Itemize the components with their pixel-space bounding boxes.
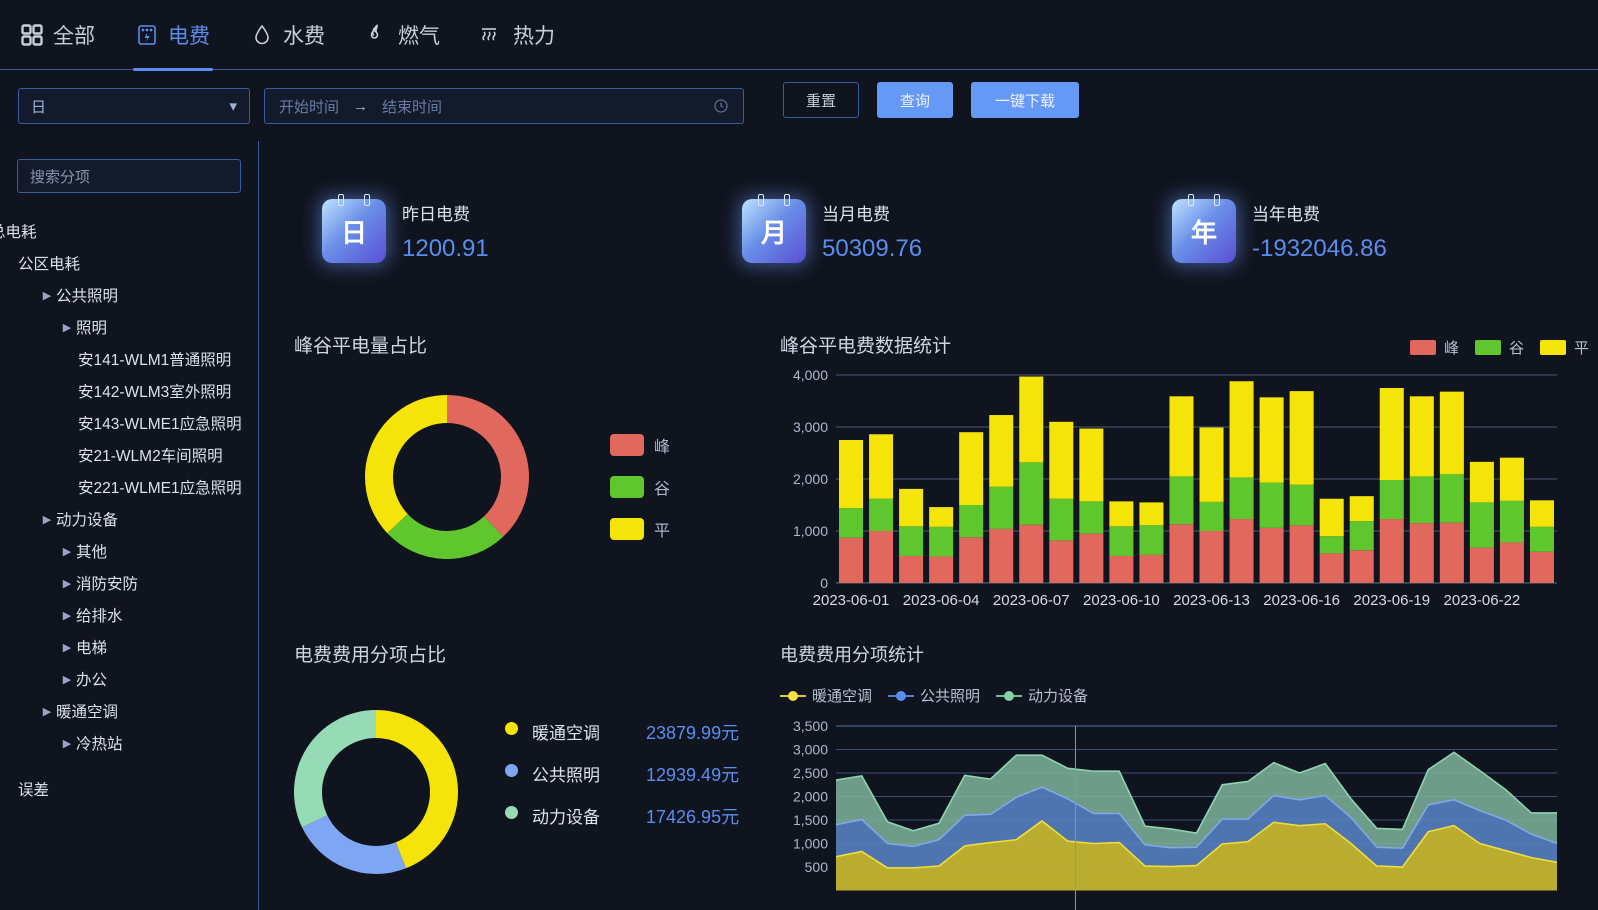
svg-text:2023-06-04: 2023-06-04: [903, 592, 980, 609]
svg-text:3,000: 3,000: [793, 742, 828, 758]
svg-text:2023-06-19: 2023-06-19: [1353, 592, 1430, 609]
svg-text:4,000: 4,000: [793, 369, 828, 383]
svg-text:0: 0: [820, 575, 828, 591]
svg-text:500: 500: [805, 859, 829, 875]
svg-text:2023-06-13: 2023-06-13: [1173, 592, 1250, 609]
svg-text:2023-06-01: 2023-06-01: [813, 592, 890, 609]
svg-text:2,000: 2,000: [793, 789, 828, 805]
svg-text:2023-06-16: 2023-06-16: [1263, 592, 1340, 609]
svg-text:1,000: 1,000: [793, 523, 828, 539]
svg-text:2,500: 2,500: [793, 765, 828, 781]
svg-text:2023-06-10: 2023-06-10: [1083, 592, 1160, 609]
svg-text:2023-06-22: 2023-06-22: [1444, 592, 1521, 609]
svg-text:3,500: 3,500: [793, 720, 828, 734]
svg-text:1,500: 1,500: [793, 812, 828, 828]
svg-text:2,000: 2,000: [793, 471, 828, 487]
svg-text:2023-06-07: 2023-06-07: [993, 592, 1070, 609]
svg-text:1,000: 1,000: [793, 836, 828, 852]
svg-text:3,000: 3,000: [793, 419, 828, 435]
